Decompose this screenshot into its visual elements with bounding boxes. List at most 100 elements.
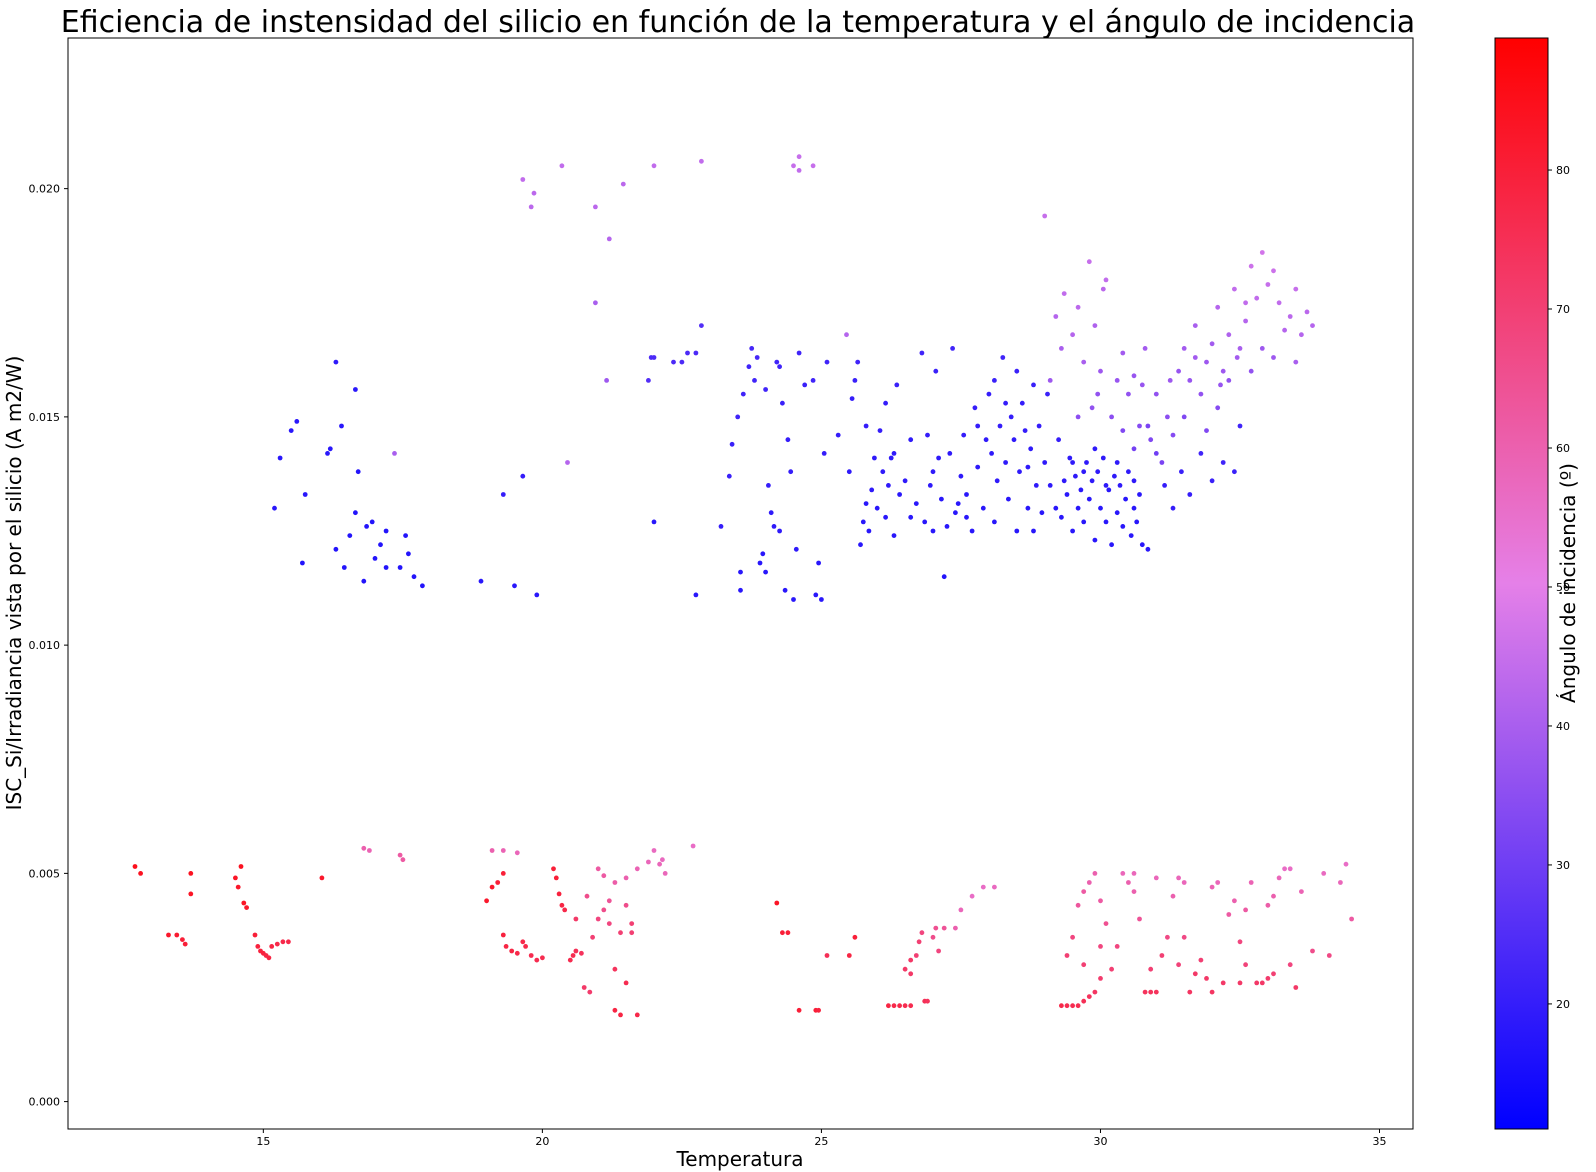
scatter-point: [939, 496, 944, 502]
scatter-point: [288, 428, 294, 433]
scatter-point: [551, 866, 556, 872]
scatter-point: [852, 378, 858, 383]
scatter-point: [1131, 478, 1137, 484]
scatter-point: [1209, 989, 1215, 995]
scatter-point: [612, 1007, 618, 1013]
scatter-point: [1126, 391, 1131, 397]
scatter-point: [646, 378, 651, 383]
scatter-point: [606, 898, 612, 904]
scatter-point: [1248, 368, 1254, 374]
scatter-point: [793, 546, 799, 552]
colorbar-tick-label: 50: [1556, 581, 1570, 594]
scatter-point: [272, 505, 277, 511]
scatter-point: [300, 560, 305, 566]
scatter-point: [796, 154, 802, 160]
scatter-point: [1114, 510, 1120, 516]
scatter-point: [1276, 875, 1282, 881]
scatter-point: [819, 597, 824, 602]
scatter-point: [333, 546, 339, 552]
scatter-point: [777, 528, 782, 534]
scatter-point: [1031, 528, 1036, 534]
scatter-point: [1259, 980, 1265, 986]
scatter-point: [355, 469, 361, 475]
scatter-point: [503, 944, 509, 949]
scatter-point: [824, 953, 830, 958]
scatter-point: [953, 510, 958, 516]
scatter-point: [651, 355, 657, 360]
scatter-point: [1126, 880, 1131, 885]
scatter-point: [1162, 483, 1167, 488]
scatter-point: [327, 446, 333, 452]
scatter-point: [1271, 355, 1276, 360]
scatter-point: [1148, 989, 1154, 995]
scatter-point: [908, 514, 914, 520]
scatter-point: [888, 455, 894, 461]
y-tick-label: 0.000: [29, 1096, 61, 1109]
scatter-point: [975, 423, 981, 429]
scatter-point: [1103, 483, 1109, 488]
scatter-point: [1349, 916, 1354, 922]
scatter-point: [1153, 875, 1159, 881]
scatter-point: [166, 932, 171, 938]
scatter-point: [528, 953, 534, 958]
scatter-point: [1287, 866, 1293, 872]
scatter-point: [495, 880, 501, 885]
scatter-point: [646, 859, 651, 865]
x-tick-label: 15: [256, 1135, 270, 1148]
scatter-point: [936, 455, 941, 461]
scatter-point: [1128, 533, 1134, 538]
scatter-point: [953, 925, 958, 931]
scatter-point: [1033, 483, 1039, 488]
scatter-point: [523, 944, 528, 949]
scatter-point: [894, 382, 900, 388]
scatter-point: [1293, 286, 1299, 292]
scatter-point: [1259, 346, 1265, 351]
scatter-point: [353, 510, 358, 516]
scatter-point: [1243, 318, 1248, 324]
scatter-point: [908, 1003, 914, 1009]
scatter-point: [478, 578, 484, 584]
scatter-point: [821, 451, 827, 456]
scatter-point: [1109, 414, 1114, 420]
scatter-point: [718, 524, 724, 529]
scatter-point: [1209, 478, 1215, 484]
scatter-point: [420, 583, 425, 589]
scatter-point: [1226, 378, 1232, 383]
scatter-point: [1209, 341, 1215, 347]
scatter-point: [562, 907, 568, 913]
scatter-point: [252, 932, 258, 938]
y-axis-label: ISC_Si/Irradiancia vista por el silicio …: [2, 356, 26, 811]
scatter-point: [774, 359, 780, 365]
scatter-point: [1070, 528, 1075, 534]
scatter-point: [1287, 962, 1293, 968]
scatter-point: [1181, 346, 1187, 351]
scatter-point: [886, 1003, 891, 1009]
scatter-point: [1106, 487, 1112, 493]
scatter-point: [752, 378, 757, 383]
scatter-point: [400, 857, 406, 863]
scatter-point: [1237, 423, 1243, 429]
scatter-point: [766, 483, 771, 488]
scatter-point: [891, 451, 897, 456]
y-tick-label: 0.005: [29, 867, 61, 880]
scatter-point: [1086, 259, 1092, 265]
scatter-point: [606, 921, 612, 926]
scatter-point: [969, 528, 975, 534]
scatter-point: [877, 428, 883, 433]
scatter-point: [623, 980, 629, 986]
scatter-point: [1165, 934, 1170, 940]
scatter-point: [1237, 939, 1243, 945]
scatter-point: [810, 163, 816, 169]
scatter-point: [897, 492, 902, 497]
scatter-point: [791, 597, 796, 602]
scatter-point: [1025, 505, 1031, 511]
scatter-point: [874, 505, 880, 511]
scatter-point: [1232, 286, 1237, 292]
scatter-point: [1095, 391, 1101, 397]
scatter-point: [1092, 446, 1098, 452]
scatter-point: [835, 432, 841, 438]
scatter-point: [500, 871, 506, 876]
scatter-point: [1232, 898, 1237, 904]
scatter-point: [573, 948, 579, 954]
scatter-point: [361, 578, 367, 584]
